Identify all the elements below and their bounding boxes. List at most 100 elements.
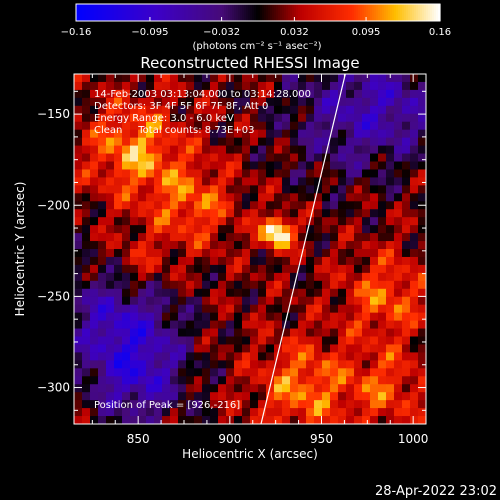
heatmap-pixel bbox=[370, 161, 379, 170]
heatmap-pixel bbox=[234, 249, 243, 258]
heatmap-pixel bbox=[338, 312, 347, 322]
heatmap-pixel bbox=[250, 137, 259, 147]
heatmap-pixel bbox=[90, 392, 99, 401]
heatmap-pixel bbox=[122, 153, 131, 162]
heatmap-pixel bbox=[298, 416, 307, 424]
heatmap-pixel bbox=[146, 185, 155, 194]
heatmap-pixel bbox=[218, 249, 227, 258]
heatmap-pixel bbox=[122, 384, 131, 393]
heatmap-pixel bbox=[378, 81, 387, 91]
heatmap-pixel bbox=[106, 209, 115, 218]
heatmap-pixel bbox=[162, 312, 171, 322]
heatmap-pixel bbox=[226, 408, 235, 417]
heatmap-pixel bbox=[122, 328, 131, 337]
heatmap-pixel bbox=[242, 264, 251, 274]
heatmap-pixel bbox=[170, 121, 179, 131]
heatmap-pixel bbox=[338, 193, 347, 202]
heatmap-pixel bbox=[346, 272, 355, 282]
heatmap-pixel bbox=[74, 288, 83, 298]
heatmap-pixel bbox=[194, 360, 203, 369]
heatmap-pixel bbox=[354, 296, 363, 306]
heatmap-pixel bbox=[130, 177, 139, 186]
heatmap-pixel bbox=[354, 416, 363, 424]
plot-frame bbox=[73, 73, 427, 425]
heatmap-pixel bbox=[202, 416, 211, 424]
heatmap-pixel bbox=[90, 368, 99, 377]
heatmap-pixel bbox=[210, 368, 219, 377]
heatmap-pixel bbox=[322, 129, 331, 139]
heatmap-pixel bbox=[218, 256, 227, 266]
heatmap-pixel bbox=[394, 209, 403, 218]
heatmap-pixel bbox=[210, 360, 219, 369]
heatmap-pixel bbox=[362, 137, 371, 147]
heatmap-pixel bbox=[338, 360, 347, 369]
heatmap-pixel bbox=[346, 336, 355, 345]
heatmap-pixel bbox=[290, 177, 299, 186]
heatmap-pixel bbox=[378, 320, 387, 330]
heatmap-pixel bbox=[410, 296, 419, 306]
heatmap-pixel bbox=[242, 344, 251, 353]
heatmap-pixel bbox=[242, 416, 251, 424]
heatmap-pixel bbox=[154, 320, 163, 330]
heatmap-pixel bbox=[322, 272, 331, 282]
heatmap-pixel bbox=[306, 344, 315, 353]
heatmap-pixel bbox=[202, 113, 211, 123]
heatmap-pixel bbox=[130, 137, 139, 147]
heatmap-pixel bbox=[234, 296, 243, 306]
heatmap-pixel bbox=[90, 129, 99, 139]
heatmap-pixel bbox=[106, 153, 115, 162]
heatmap-pixel bbox=[354, 129, 363, 139]
heatmap-pixel bbox=[250, 193, 259, 202]
heatmap-pixel bbox=[202, 384, 211, 393]
heatmap-pixel bbox=[410, 81, 419, 91]
heatmap-pixel bbox=[330, 249, 339, 258]
heatmap-pixel bbox=[330, 328, 339, 337]
heatmap-pixel bbox=[106, 249, 115, 258]
heatmap-pixel bbox=[314, 113, 323, 123]
heatmap-pixel bbox=[210, 145, 219, 155]
heatmap-pixel bbox=[194, 264, 203, 274]
heatmap-pixel bbox=[362, 169, 371, 178]
heatmap-pixel bbox=[386, 304, 395, 314]
heatmap-pixel bbox=[138, 105, 147, 115]
heatmap-pixel bbox=[266, 105, 275, 115]
heatmap-pixel bbox=[130, 392, 139, 401]
heatmap-pixel bbox=[170, 113, 179, 123]
heatmap-pixel bbox=[202, 97, 211, 107]
colorbar-tick-label: 0.16 bbox=[429, 27, 451, 38]
heatmap-pixel bbox=[306, 145, 315, 155]
heatmap-pixel bbox=[346, 392, 355, 401]
heatmap-pixel bbox=[306, 209, 315, 218]
heatmap-pixel bbox=[74, 153, 83, 162]
heatmap-pixel bbox=[250, 280, 259, 290]
heatmap-pixel bbox=[386, 89, 395, 99]
heatmap-pixel bbox=[322, 296, 331, 306]
heatmap-pixel bbox=[354, 97, 363, 107]
heatmap-pixel bbox=[234, 368, 243, 377]
heatmap-pixel bbox=[402, 360, 411, 369]
heatmap-pixel bbox=[346, 121, 355, 131]
heatmap-pixel bbox=[114, 201, 123, 210]
heatmap-pixel bbox=[242, 328, 251, 337]
colorbar-unit-label: (photons cm⁻² s⁻¹ asec⁻²) bbox=[192, 41, 321, 52]
heatmap-pixel bbox=[266, 153, 275, 162]
heatmap-pixel bbox=[146, 408, 155, 417]
heatmap-pixel bbox=[122, 360, 131, 369]
heatmap-pixel bbox=[258, 272, 267, 282]
heatmap-pixel bbox=[170, 328, 179, 337]
heatmap-pixel bbox=[410, 97, 419, 107]
heatmap-pixel bbox=[266, 256, 275, 266]
heatmap-pixel bbox=[154, 225, 163, 234]
heatmap-pixel bbox=[322, 328, 331, 337]
heatmap-pixel bbox=[122, 249, 131, 258]
heatmap-pixel bbox=[194, 304, 203, 314]
heatmap-pixel bbox=[266, 201, 275, 210]
heatmap-pixel bbox=[138, 193, 147, 202]
heatmap-pixel bbox=[330, 89, 339, 99]
heatmap-pixel bbox=[82, 113, 91, 123]
heatmap-pixel bbox=[330, 241, 339, 250]
heatmap-pixel bbox=[178, 416, 187, 424]
heatmap-pixel bbox=[330, 74, 339, 83]
heatmap-pixel bbox=[122, 256, 131, 266]
heatmap-pixel bbox=[114, 344, 123, 353]
